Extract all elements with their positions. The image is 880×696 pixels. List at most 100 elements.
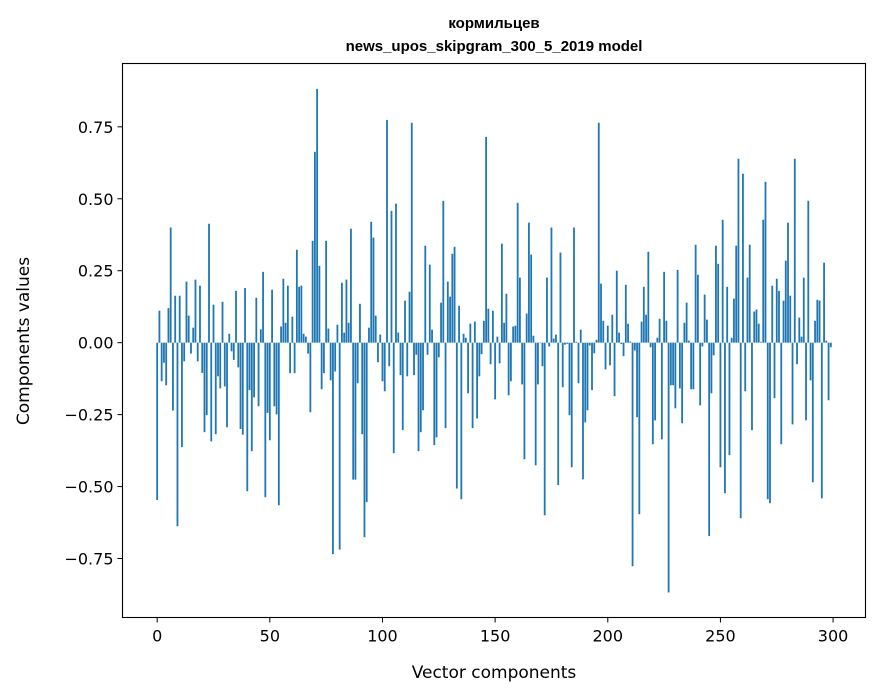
bar-156 xyxy=(507,342,510,396)
bar-252 xyxy=(724,342,726,494)
bar-250 xyxy=(719,342,722,468)
bar-292 xyxy=(814,320,816,343)
bar-60 xyxy=(291,316,294,343)
bar-283 xyxy=(793,158,796,343)
bar-233 xyxy=(681,342,684,424)
bar-199 xyxy=(604,342,607,370)
bar-280 xyxy=(787,222,789,343)
bar-47 xyxy=(262,271,264,343)
y-axis: −0.75 −0.50 −0.25 0.00 0.25 0.50 0.75 xyxy=(64,118,123,569)
bar-169 xyxy=(537,342,539,385)
bar-137 xyxy=(464,337,467,343)
bar-98 xyxy=(377,342,379,363)
bar-99 xyxy=(379,334,382,343)
bar-188 xyxy=(579,329,582,343)
bar-237 xyxy=(690,342,693,390)
bar-119 xyxy=(424,245,427,343)
bar-50 xyxy=(268,342,271,441)
bar-239 xyxy=(694,244,697,343)
bar-84 xyxy=(345,279,348,343)
x-axis-label: Vector components xyxy=(412,663,577,683)
bar-190 xyxy=(584,342,587,423)
bar-111 xyxy=(406,342,409,377)
bar-133 xyxy=(455,342,458,489)
bar-35 xyxy=(235,290,237,343)
bar-26 xyxy=(214,342,217,435)
bar-90 xyxy=(359,303,361,343)
bar-166 xyxy=(530,254,533,343)
bar-101 xyxy=(383,342,386,392)
bar-193 xyxy=(591,342,593,391)
bar-73 xyxy=(320,342,323,390)
bar-202 xyxy=(611,314,614,343)
bar-172 xyxy=(543,342,546,516)
bar-171 xyxy=(541,342,544,367)
bar-86 xyxy=(350,228,352,343)
bar-298 xyxy=(827,342,830,401)
bar-14 xyxy=(187,315,190,343)
bar-265 xyxy=(753,311,756,343)
bar-178 xyxy=(557,342,560,486)
bar-165 xyxy=(528,222,530,343)
bar-159 xyxy=(514,325,517,343)
bar-204 xyxy=(615,270,618,343)
bar-185 xyxy=(573,227,575,343)
bar-161 xyxy=(519,277,521,343)
bar-221 xyxy=(654,342,656,421)
bar-279 xyxy=(784,260,787,343)
bar-109 xyxy=(401,342,404,431)
x-tick-label: 200 xyxy=(593,627,624,646)
bar-15 xyxy=(190,342,192,354)
bar-257 xyxy=(735,245,738,343)
bar-187 xyxy=(577,342,580,384)
bar-269 xyxy=(762,219,765,343)
bar-69 xyxy=(311,240,314,343)
bar-46 xyxy=(259,329,262,343)
bar-150 xyxy=(494,342,497,400)
bar-144 xyxy=(480,342,483,355)
bar-163 xyxy=(523,342,526,460)
y-tick-label: 0.00 xyxy=(78,334,114,353)
bar-158 xyxy=(512,326,515,343)
bar-218 xyxy=(647,251,650,343)
bar-131 xyxy=(451,253,454,343)
bar-40 xyxy=(246,342,249,492)
bar-296 xyxy=(823,262,825,343)
bar-127 xyxy=(442,200,445,343)
bar-229 xyxy=(672,342,675,386)
bar-32 xyxy=(228,333,231,343)
bar-81 xyxy=(338,342,341,550)
bar-149 xyxy=(491,310,494,343)
x-axis: 0 50 100 150 200 250 300 xyxy=(152,617,848,646)
bar-20 xyxy=(201,342,204,373)
bar-167 xyxy=(532,335,535,343)
bar-65 xyxy=(302,333,305,343)
bar-249 xyxy=(717,263,720,343)
bar-275 xyxy=(775,278,778,343)
bar-255 xyxy=(730,337,733,343)
bar-234 xyxy=(683,322,686,343)
bar-2 xyxy=(160,342,163,382)
bar-75 xyxy=(325,240,328,343)
bar-129 xyxy=(446,281,449,343)
bar-198 xyxy=(602,320,605,343)
bar-3 xyxy=(163,342,165,363)
bar-55 xyxy=(280,326,282,343)
y-axis-label: Components values xyxy=(14,257,34,425)
bar-205 xyxy=(618,332,620,343)
bar-200 xyxy=(606,325,609,343)
bar-122 xyxy=(431,329,433,343)
bar-151 xyxy=(496,336,499,343)
bar-72 xyxy=(318,265,321,343)
bar-192 xyxy=(588,342,591,346)
bar-24 xyxy=(210,342,213,442)
bar-194 xyxy=(593,342,596,354)
bar-138 xyxy=(467,342,469,394)
bar-64 xyxy=(300,285,303,343)
bar-228 xyxy=(669,342,672,386)
bar-121 xyxy=(428,264,431,343)
bar-104 xyxy=(390,210,393,343)
bar-206 xyxy=(620,342,623,345)
x-tick-label: 150 xyxy=(480,627,511,646)
